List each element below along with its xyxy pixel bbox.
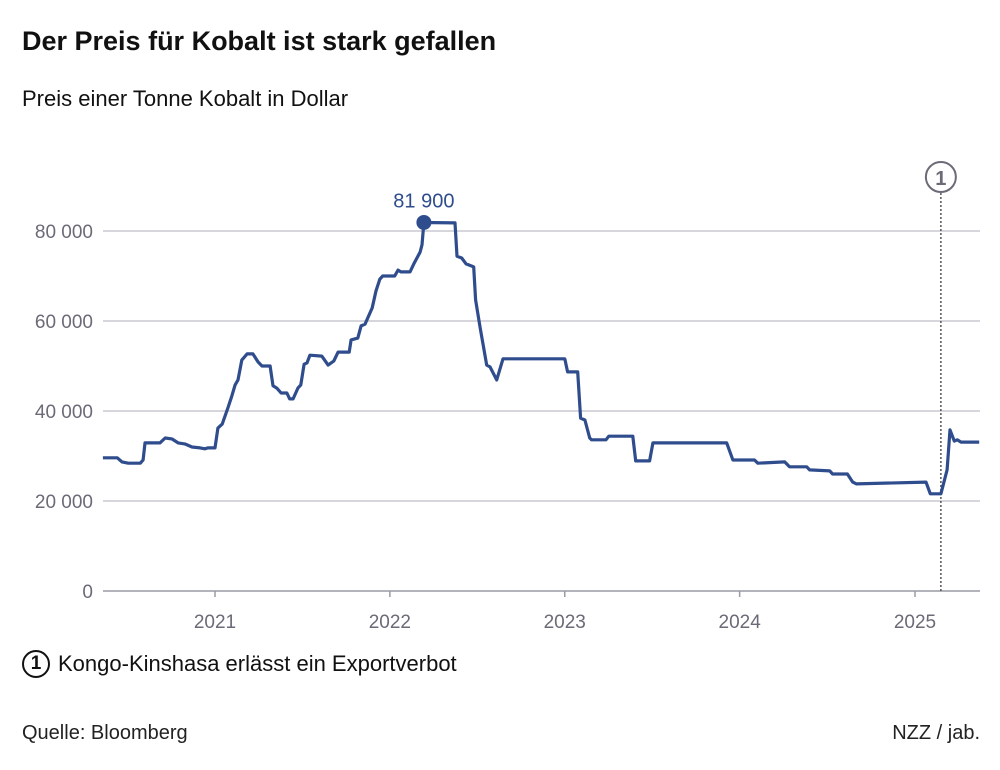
y-tick-label: 80 000 (35, 222, 93, 243)
peak-point (416, 214, 432, 230)
annotation-note-text: Kongo-Kinshasa erlässt ein Exportverbot (58, 651, 457, 676)
credit-text: NZZ / jab. (892, 722, 980, 744)
x-tick-label: 2021 (194, 612, 236, 633)
annotation-marker (924, 161, 957, 193)
chart-subtitle: Preis einer Tonne Kobalt in Dollar (22, 86, 349, 111)
annotation-marker-badge: 1 (22, 650, 50, 678)
y-tick-label: 0 (82, 582, 93, 603)
y-tick-label: 20 000 (35, 492, 93, 513)
x-tick-label: 2023 (544, 612, 586, 633)
y-tick-label: 40 000 (35, 402, 93, 423)
price-line (102, 220, 980, 496)
y-tick-label: 60 000 (35, 312, 93, 333)
peak-label: 81 900 (393, 190, 454, 212)
x-tick-label: 2024 (719, 612, 762, 633)
x-tick-label: 2022 (369, 612, 411, 633)
annotation-marker-label: 1 (935, 168, 946, 190)
x-tick-label: 2025 (894, 612, 936, 633)
source-text: Quelle: Bloomberg (22, 722, 188, 744)
chart-title: Der Preis für Kobalt ist stark gefallen (22, 26, 497, 56)
annotation-note: 1 Kongo-Kinshasa erlässt ein Exportverbo… (22, 650, 457, 678)
